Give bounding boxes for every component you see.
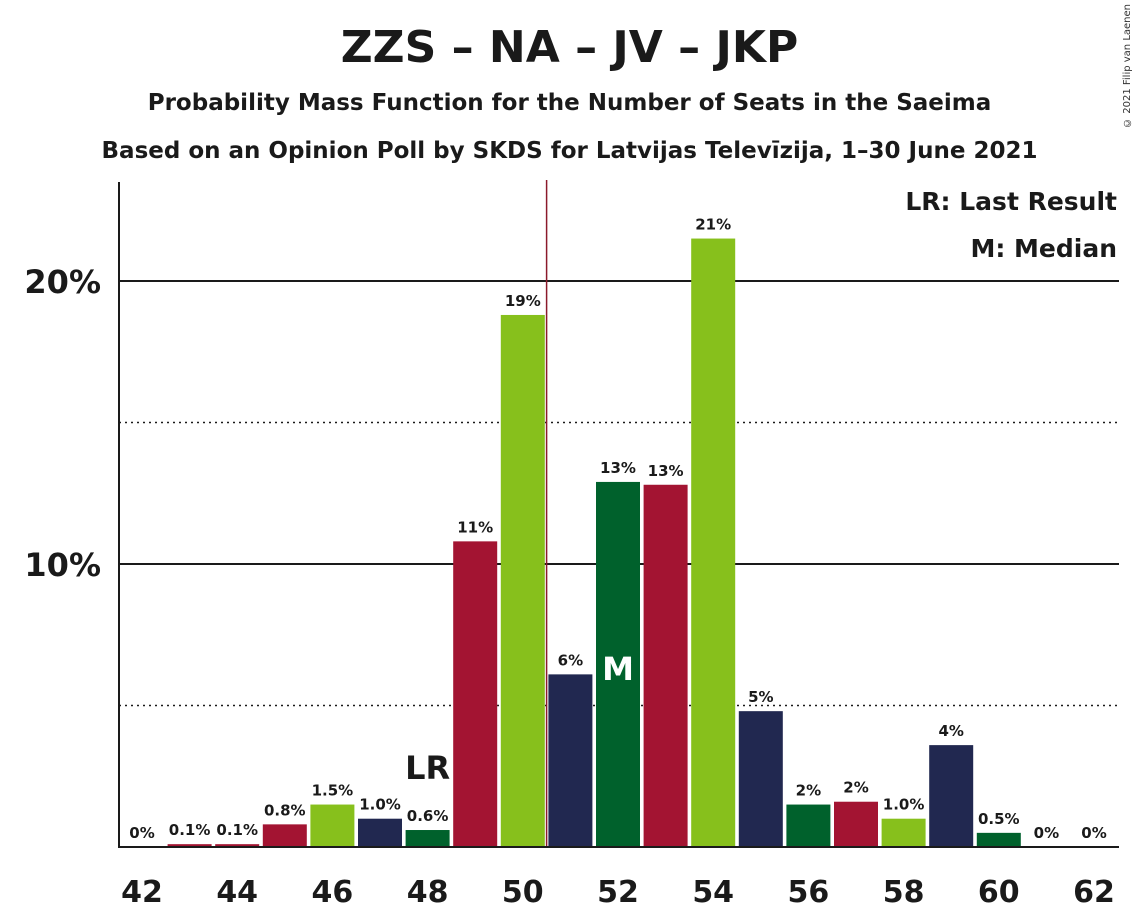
bar-value-label: 0%: [1034, 824, 1059, 842]
bar-value-label: 0.5%: [978, 810, 1020, 828]
legend-entry: LR: Last Result: [905, 187, 1117, 216]
bar-value-label: 0.8%: [264, 801, 306, 819]
bar-seat-52: [596, 481, 640, 847]
bar-seat-43: [167, 844, 212, 847]
bar-value-label: 1.0%: [359, 796, 401, 814]
bar-seat-51: [548, 674, 593, 847]
x-tick-label: 46: [312, 875, 354, 910]
bar-value-label: 0.1%: [169, 821, 211, 839]
bar-seat-53: [643, 484, 688, 847]
x-tick-label: 54: [692, 875, 734, 910]
y-tick-label: 20%: [24, 263, 101, 301]
bar-value-label: 0.6%: [407, 807, 449, 825]
bar-value-label: 11%: [457, 518, 493, 536]
bar-value-label: 21%: [695, 216, 731, 234]
x-tick-label: 42: [121, 875, 163, 910]
bar-value-label: 5%: [748, 688, 773, 706]
bar-seat-46: [310, 804, 355, 847]
bar-seat-45: [262, 824, 307, 847]
bar-value-label: 4%: [938, 722, 963, 740]
bar-seat-58: [881, 818, 926, 847]
x-tick-label: 58: [883, 875, 925, 910]
bar-seat-57: [834, 801, 878, 847]
axes: 10% 20% 42 44 46 48 50 52 54 56 58 60 62: [24, 180, 1119, 910]
x-tick-label: 50: [502, 875, 544, 910]
x-tick-label: 56: [788, 875, 830, 910]
bar-seat-54: [691, 238, 736, 848]
bar-seat-56: [786, 804, 831, 847]
bar-seat-44: [215, 844, 260, 847]
bar-value-label: 19%: [505, 292, 541, 310]
bar-value-label: 0.1%: [216, 821, 258, 839]
x-tick-label: 48: [407, 875, 449, 910]
legend-entry: M: Median: [970, 234, 1117, 263]
bar-value-label: 1.5%: [312, 782, 354, 800]
bar-seat-59: [929, 745, 974, 847]
bar-seat-60: [976, 832, 1021, 847]
chart-source-subtitle: Based on an Opinion Poll by SKDS for Lat…: [101, 138, 1038, 164]
bar-value-label: 13%: [648, 462, 684, 480]
x-tick-label: 62: [1073, 875, 1115, 910]
bar-seat-49: [453, 541, 498, 847]
bars: [167, 238, 1021, 848]
bar-value-label: 0%: [129, 824, 154, 842]
x-tick-label: 52: [597, 875, 639, 910]
chart-subtitle: Probability Mass Function for the Number…: [147, 90, 992, 116]
chart-title: ZZS – NA – JV – JKP: [340, 22, 799, 73]
legend: LR: Last Result M: Median: [905, 187, 1117, 263]
bar-seat-55: [738, 711, 783, 847]
bar-value-label: 0%: [1081, 824, 1106, 842]
x-tick-label: 44: [216, 875, 258, 910]
bar-value-label: 1.0%: [883, 796, 925, 814]
last-result-marker: LR: [405, 749, 450, 787]
bar-seat-47: [358, 818, 402, 847]
bar-value-label: 13%: [600, 459, 636, 477]
bar-seat-48: [405, 830, 450, 847]
x-tick-label: 60: [978, 875, 1020, 910]
bar-value-label: 6%: [558, 651, 583, 669]
median-marker: M: [602, 650, 634, 688]
y-tick-label: 10%: [24, 546, 101, 584]
bar-seat-50: [500, 314, 545, 848]
bar-labels: 0% 0.1% 0.1% 0.8% 1.5% 1.0% 0.6% 11% 19% 6% 13% 13%…: [129, 216, 1106, 842]
bar-value-label: 2%: [796, 782, 821, 800]
bar-value-label: 2%: [843, 779, 868, 797]
